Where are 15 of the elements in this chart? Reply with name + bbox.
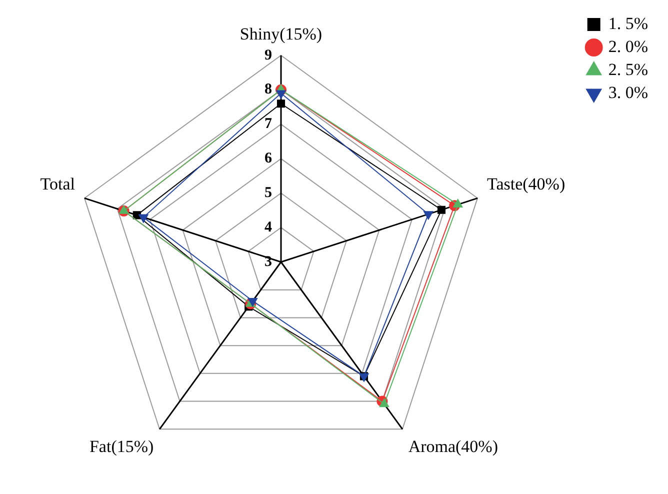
spoke-label: Aroma(40%) (408, 436, 498, 456)
y-tick-label: 7 (264, 116, 272, 132)
legend-label: 1. 5% (608, 14, 648, 33)
legend-label: 2. 5% (608, 60, 648, 79)
spoke-label: Total (40, 174, 76, 194)
y-tick-label: 5 (264, 185, 272, 202)
y-tick-label: 9 (264, 47, 272, 64)
y-tick-label: 6 (264, 150, 272, 167)
spoke-label: Shiny(15%) (240, 24, 322, 44)
spoke-label: Taste(40%) (487, 174, 566, 194)
legend-label: 2. 0% (608, 36, 648, 56)
legend-label: 3. 0% (608, 82, 648, 102)
y-tick-label: 4 (264, 219, 272, 236)
y-tick-label: 8 (264, 82, 272, 98)
spoke-label: Fat(15%) (89, 436, 154, 456)
